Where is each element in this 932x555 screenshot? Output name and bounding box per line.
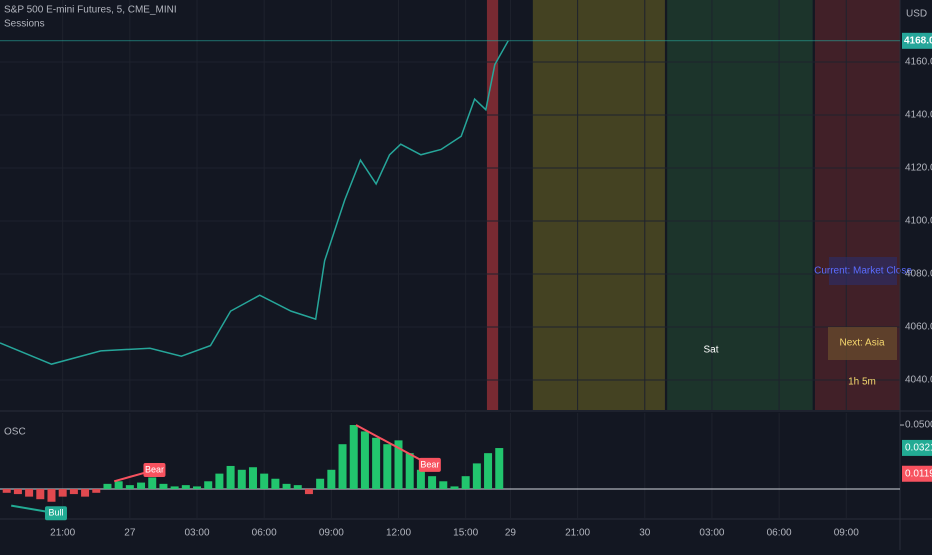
y-tick-label: 4080.00 xyxy=(905,269,932,280)
histogram-bar xyxy=(69,488,78,495)
histogram-bar xyxy=(338,444,347,489)
histogram-bar xyxy=(360,431,369,489)
x-tick-label: 12:00 xyxy=(386,528,411,539)
x-tick-label: 29 xyxy=(505,528,517,539)
histogram-bar xyxy=(304,488,313,495)
histogram-bar xyxy=(2,488,11,493)
histogram-bar xyxy=(327,469,336,489)
histogram-bar xyxy=(159,483,168,489)
y-tick-label: 4140.00 xyxy=(905,110,932,121)
next-session: Next: Asia xyxy=(839,338,884,349)
value-marker xyxy=(902,465,932,482)
histogram-bar xyxy=(461,476,470,489)
histogram-bar xyxy=(372,437,381,489)
y-tick-label: 4100.00 xyxy=(905,216,932,227)
day-label: Sat xyxy=(703,345,718,356)
histogram-bar xyxy=(47,488,56,502)
x-tick-label: 15:00 xyxy=(453,528,478,539)
histogram-bar xyxy=(148,477,157,489)
x-tick-label: 03:00 xyxy=(184,528,209,539)
histogram-bar xyxy=(92,488,101,493)
histogram-bar xyxy=(495,448,504,489)
last-price-label: 4168.00 xyxy=(904,35,932,46)
x-tick-label: 21:00 xyxy=(50,528,75,539)
currency: USD xyxy=(906,9,927,20)
histogram-bar xyxy=(394,440,403,489)
price-line xyxy=(0,40,509,365)
next-box xyxy=(828,327,897,360)
signal-box xyxy=(418,457,441,472)
histogram-bar xyxy=(349,425,358,489)
histogram-bar xyxy=(226,465,235,489)
signal-box xyxy=(143,463,166,478)
histogram-bar xyxy=(125,485,134,489)
histogram-bar xyxy=(114,481,123,489)
countdown: 1h 5m xyxy=(848,377,876,388)
histogram-bar xyxy=(137,482,146,489)
histogram-bar xyxy=(181,485,190,489)
histogram-bar xyxy=(472,463,481,489)
histogram-bar xyxy=(248,467,257,489)
value-marker-label: 0.0321 xyxy=(905,443,932,454)
y-tick-label: 4060.00 xyxy=(905,322,932,333)
histogram-bar xyxy=(170,486,179,489)
histogram-bar xyxy=(58,488,67,497)
histogram-bar xyxy=(416,469,425,489)
histogram-bar xyxy=(383,444,392,489)
y-tick-label: 4120.00 xyxy=(905,163,932,174)
histogram-bar xyxy=(405,453,414,489)
value-marker-label: 0.0119 xyxy=(905,468,932,479)
y-tick-label: 4040.00 xyxy=(905,375,932,386)
x-tick-label: 30 xyxy=(639,528,651,539)
x-tick-label: 09:00 xyxy=(834,528,859,539)
histogram-bar xyxy=(204,481,213,489)
histogram-bar xyxy=(293,485,302,489)
histogram-bar xyxy=(439,481,448,489)
session-band xyxy=(532,0,665,410)
y-tick-label: 4160.00 xyxy=(905,57,932,68)
last-price-box xyxy=(902,32,932,49)
histogram-bar xyxy=(36,488,45,500)
x-tick-label: 27 xyxy=(124,528,136,539)
signal-label: Bull xyxy=(48,508,63,518)
histogram-bar xyxy=(215,473,224,489)
histogram-bar xyxy=(13,488,22,495)
x-tick-label: 06:00 xyxy=(767,528,792,539)
histogram-bar xyxy=(193,486,202,489)
histogram-bar xyxy=(103,483,112,489)
histogram-bar xyxy=(81,488,90,497)
histogram-bar xyxy=(282,483,291,489)
osc-title: OSC xyxy=(4,427,26,438)
histogram-bar xyxy=(484,453,493,489)
current-session: Current: Market Close xyxy=(814,266,912,277)
current-box xyxy=(829,257,897,285)
x-tick-label: 09:00 xyxy=(319,528,344,539)
signal-label: Bear xyxy=(145,464,164,474)
histogram-bar xyxy=(271,478,280,489)
chart-title: S&P 500 E-mini Futures, 5, CME_MINI xyxy=(4,5,177,16)
x-tick-label: 06:00 xyxy=(252,528,277,539)
session-band xyxy=(486,0,499,410)
signal-label: Bear xyxy=(420,459,439,469)
histogram-bar xyxy=(260,473,269,489)
divergence-line xyxy=(355,424,431,466)
signal-box xyxy=(44,506,67,521)
histogram-bar xyxy=(237,469,246,489)
histogram-bar xyxy=(25,488,34,497)
x-tick-label: 03:00 xyxy=(699,528,724,539)
indicator-name: Sessions xyxy=(4,19,45,30)
histogram-bar xyxy=(428,476,437,489)
x-tick-label: 21:00 xyxy=(565,528,590,539)
session-band xyxy=(667,0,813,410)
histogram-bar xyxy=(450,486,459,489)
histogram-bar xyxy=(316,478,325,489)
value-marker xyxy=(902,439,932,456)
